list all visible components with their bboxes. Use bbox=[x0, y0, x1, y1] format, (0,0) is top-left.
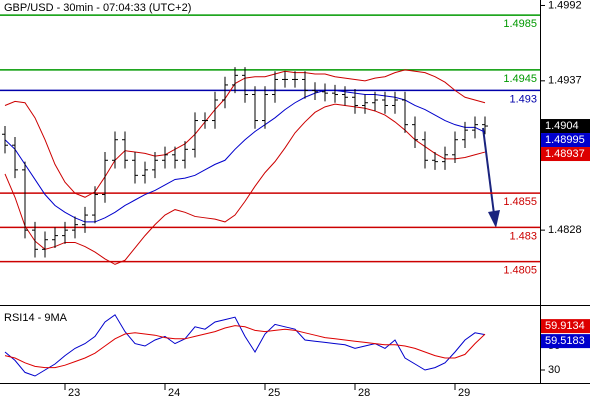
price-box-label: 1.4904 bbox=[545, 120, 579, 132]
y-tick-label: 30 bbox=[548, 364, 560, 376]
price-box bbox=[541, 119, 590, 134]
value-box-label: 59.5183 bbox=[545, 335, 585, 347]
chart-title: GBP/USD - 30min - 07:04:33 (UTC+2) bbox=[4, 2, 191, 14]
forecast-arrow bbox=[482, 127, 500, 228]
arrow-shaft bbox=[482, 127, 495, 215]
level-label: 1.483 bbox=[509, 230, 537, 242]
price-box-label: 1.48937 bbox=[545, 148, 585, 160]
level-label: 1.4945 bbox=[503, 73, 537, 85]
value-box bbox=[541, 334, 590, 349]
x-tick-label: 24 bbox=[168, 387, 180, 399]
arrow-head bbox=[488, 210, 500, 228]
x-tick-label: 23 bbox=[68, 387, 80, 399]
rsi-line bbox=[4, 314, 486, 377]
level-label: 1.4985 bbox=[503, 18, 537, 30]
value-box-label: 59.9134 bbox=[545, 320, 585, 332]
price-box-label: 1.48995 bbox=[545, 134, 585, 146]
level-label: 1.493 bbox=[509, 93, 537, 105]
price-box bbox=[541, 147, 590, 162]
rsi-line bbox=[4, 325, 486, 369]
rsi-title: RSI14 - 9MA bbox=[4, 312, 68, 324]
level-label: 1.4855 bbox=[503, 196, 537, 208]
level-label: 1.4805 bbox=[503, 265, 537, 277]
x-tick-label: 29 bbox=[458, 387, 470, 399]
y-tick-label: 1.4828 bbox=[548, 224, 582, 236]
x-tick-label: 28 bbox=[358, 387, 370, 399]
x-tick-label: 25 bbox=[268, 387, 280, 399]
price-box bbox=[541, 133, 590, 148]
y-tick-label: 1.4992 bbox=[548, 0, 582, 11]
value-box bbox=[541, 319, 590, 334]
y-tick-label: 1.4937 bbox=[548, 75, 582, 87]
